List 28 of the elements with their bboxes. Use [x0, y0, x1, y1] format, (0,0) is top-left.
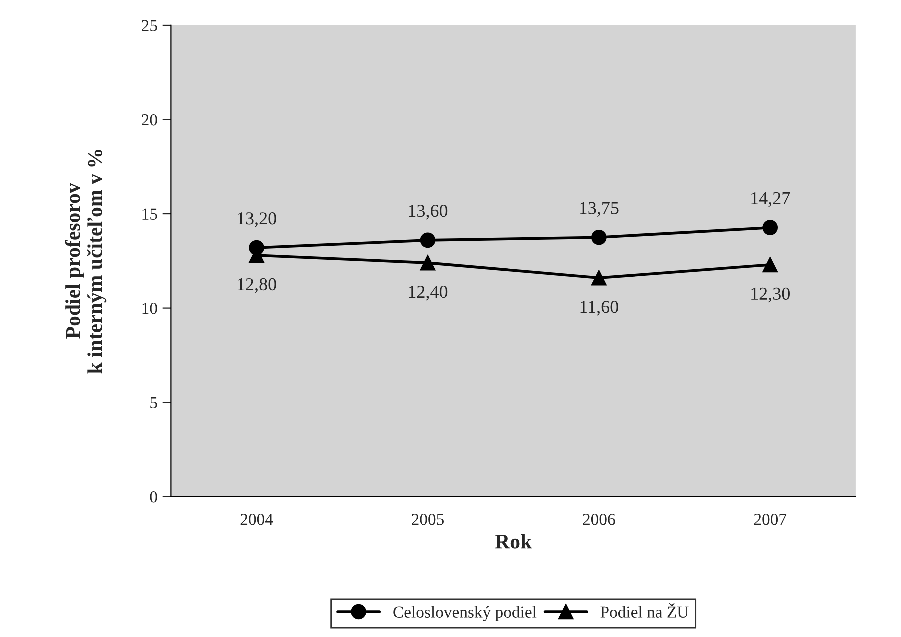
data-label: 13,75 [580, 202, 619, 217]
data-label: 14,27 [752, 192, 790, 208]
y-tick-label: 25 [142, 20, 158, 32]
x-tick-label: 2006 [583, 514, 616, 526]
data-label: 13,20 [238, 212, 276, 228]
data-label: 12,40 [409, 286, 448, 301]
point [420, 255, 436, 271]
x-tick-label: 2007 [754, 514, 787, 526]
point [762, 220, 778, 236]
x-tick-label: 2005 [412, 514, 444, 526]
data-label: 13,60 [409, 204, 448, 220]
y-tick-label: 15 [142, 208, 158, 220]
y-tick-label: 0 [150, 492, 158, 503]
point [420, 232, 436, 248]
point [592, 230, 607, 246]
y-axis-title: Podiel profesorov k interným učiteľom v % [65, 150, 107, 374]
x-tick-label: 2004 [240, 514, 274, 526]
data-label: 12,30 [752, 288, 790, 303]
data-label: 11,60 [580, 301, 618, 316]
data-label: 12,80 [238, 278, 276, 294]
y-tick-label: 10 [142, 303, 158, 314]
y-tick-label: 20 [142, 114, 158, 126]
point [762, 257, 778, 273]
y-tick-label: 5 [150, 397, 158, 409]
x-axis-title: Rok [495, 534, 532, 549]
legend-label: Podiel na ŽU [600, 604, 689, 618]
point [592, 270, 607, 286]
legend-label: Celoslovenský podiel [394, 606, 537, 622]
